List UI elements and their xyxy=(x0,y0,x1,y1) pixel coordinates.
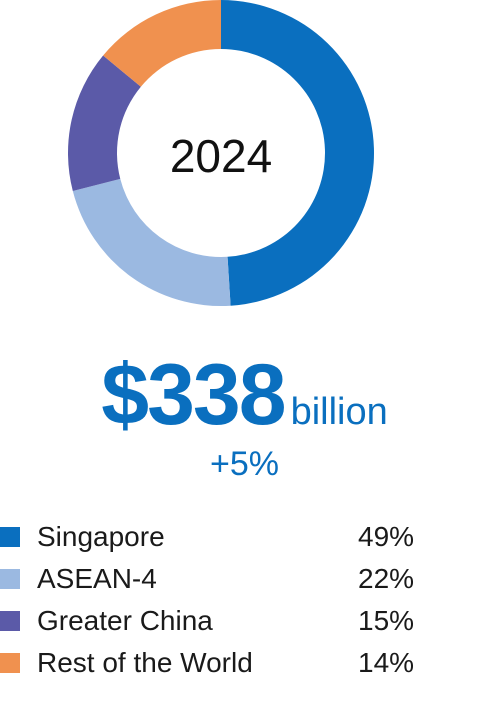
total-amount-unit: billion xyxy=(290,391,388,433)
donut-slice-singapore xyxy=(221,0,374,306)
donut-chart: 2024 xyxy=(68,0,374,306)
legend-item-singapore: Singapore 49% xyxy=(0,516,489,558)
legend-label: Singapore xyxy=(37,521,165,552)
legend-label: ASEAN-4 xyxy=(37,563,157,594)
legend-swatch xyxy=(0,569,20,589)
legend-item-rest-of-the-world: Rest of the World 14% xyxy=(0,642,489,684)
donut-slice-asean-4 xyxy=(72,178,231,306)
legend-swatch xyxy=(0,611,20,631)
total-amount-row: $338 billion xyxy=(0,350,489,440)
legend-swatch xyxy=(0,653,20,673)
donut-slice-rest-of-the-world xyxy=(103,0,221,87)
growth-rate: +5% xyxy=(210,445,279,483)
total-amount: $338 xyxy=(101,347,286,443)
chart-legend: Singapore 49% ASEAN-4 22% Greater China 15% Re… xyxy=(0,516,489,684)
donut-center-label: 2024 xyxy=(170,130,272,182)
legend-label: Greater China xyxy=(37,605,213,636)
donut-slice-greater-china xyxy=(68,55,141,192)
legend-item-greater-china: Greater China 15% xyxy=(0,600,489,642)
legend-value: 22% xyxy=(358,563,415,594)
legend-label: Rest of the World xyxy=(37,647,253,678)
legend-swatch xyxy=(0,527,20,547)
legend-value: 49% xyxy=(358,521,415,552)
legend-item-asean-4: ASEAN-4 22% xyxy=(0,558,489,600)
legend-value: 15% xyxy=(358,605,415,636)
donut-slices xyxy=(68,0,374,306)
legend-value: 14% xyxy=(358,647,415,678)
